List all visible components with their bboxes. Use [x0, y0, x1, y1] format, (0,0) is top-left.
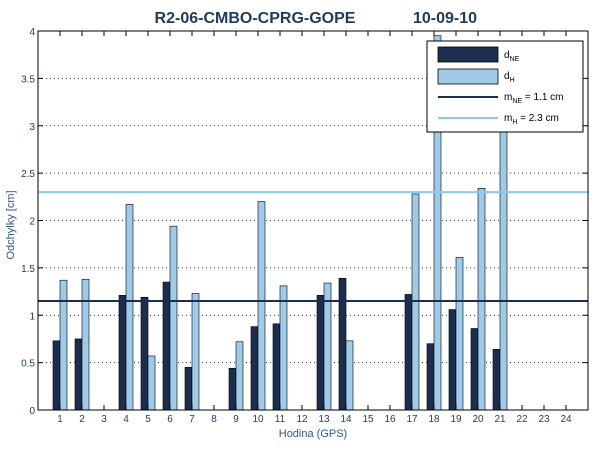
y-tick-label-7: 3.5	[21, 74, 35, 85]
x-tick-label-9: 9	[233, 414, 239, 425]
legend-swatch-dh	[437, 68, 499, 85]
y-axis-ticks: 0 0.5 1 1.5 2 2.5 3 3.5 4	[21, 27, 588, 417]
x-tick-label-1: 1	[57, 414, 63, 425]
y-tick-label-5: 2.5	[21, 169, 35, 180]
bar-dNE-21	[492, 349, 501, 411]
bar-dH-21	[499, 115, 508, 411]
x-tick-label-15: 15	[362, 414, 374, 425]
bar-dH-14	[345, 340, 354, 411]
y-tick-label-6: 3	[29, 122, 35, 133]
bar-dH-20	[477, 187, 486, 411]
bar-dNE-1	[52, 340, 61, 411]
chart-date: 10-09-10	[413, 10, 477, 27]
legend-swatch-dne	[437, 46, 499, 63]
x-tick-label-5: 5	[145, 414, 151, 425]
bar-dNE-9	[228, 368, 237, 411]
bar-dH-7	[191, 293, 200, 411]
x-tick-label-22: 22	[516, 414, 528, 425]
bar-dNE-4	[118, 295, 127, 411]
x-tick-label-18: 18	[428, 414, 440, 425]
bar-dH-6	[169, 225, 178, 411]
x-tick-label-4: 4	[123, 414, 129, 425]
bar-dNE-18	[426, 343, 435, 411]
bar-dH-2	[81, 278, 90, 411]
y-tick-label-4: 2	[29, 217, 35, 228]
bar-dNE-14	[338, 277, 347, 411]
x-tick-label-11: 11	[275, 414, 286, 425]
x-tick-label-6: 6	[167, 414, 173, 425]
bar-dH-10	[257, 201, 266, 411]
x-tick-label-24: 24	[560, 414, 572, 425]
y-tick-label-2: 1	[29, 311, 35, 322]
bar-dH-4	[125, 204, 134, 411]
y-axis-label: Odchylky [cm]	[5, 190, 17, 259]
x-tick-label-14: 14	[340, 414, 352, 425]
x-axis-label: Hodina (GPS)	[279, 428, 347, 440]
x-tick-label-23: 23	[538, 414, 550, 425]
bar-dH-19	[455, 257, 464, 411]
x-tick-label-10: 10	[252, 414, 264, 425]
y-tick-label-0: 0	[29, 406, 35, 417]
legend-label-dh: dH	[504, 71, 515, 84]
bar-dH-9	[235, 341, 244, 411]
y-tick-label-8: 4	[29, 27, 35, 38]
bar-dH-5	[147, 355, 156, 411]
x-tick-label-12: 12	[296, 414, 308, 425]
mean-lines	[38, 191, 588, 303]
x-tick-label-2: 2	[79, 414, 85, 425]
bar-dNE-19	[448, 309, 457, 411]
bar-dNE-11	[272, 323, 281, 411]
x-tick-label-21: 21	[494, 414, 506, 425]
x-axis-ticks: 1 2 3 4 5 6 7 8 9 10 11 12 13 14 15 16 17 18 19 20 21 22 23 24	[57, 31, 572, 425]
bar-dH-13	[323, 282, 332, 411]
x-tick-label-3: 3	[101, 414, 107, 425]
bar-dH-1	[59, 279, 68, 411]
bar-dNE-7	[184, 367, 193, 411]
legend: dNE dH mNE = 1.1 cm mH = 2.3 cm	[426, 40, 584, 133]
legend-label-mh: mH = 2.3 cm	[504, 113, 559, 126]
chart-title: R2-06-CMBO-CPRG-GOPE	[155, 10, 356, 27]
bar-dNE-20	[470, 328, 479, 411]
bar-dNE-13	[316, 295, 325, 411]
x-tick-label-16: 16	[384, 414, 396, 425]
x-tick-label-17: 17	[406, 414, 418, 425]
x-tick-label-8: 8	[211, 414, 217, 425]
bar-dNE-17	[404, 294, 413, 411]
bar-dNE-2	[74, 338, 83, 411]
bar-dH-11	[279, 285, 288, 411]
bar-dNE-5	[140, 296, 149, 411]
x-tick-label-19: 19	[450, 414, 462, 425]
x-tick-label-13: 13	[318, 414, 330, 425]
bar-dNE-10	[250, 326, 259, 411]
y-tick-label-3: 1.5	[21, 264, 35, 275]
x-tick-label-20: 20	[472, 414, 484, 425]
y-tick-label-1: 0.5	[21, 359, 35, 370]
x-tick-label-7: 7	[189, 414, 195, 425]
